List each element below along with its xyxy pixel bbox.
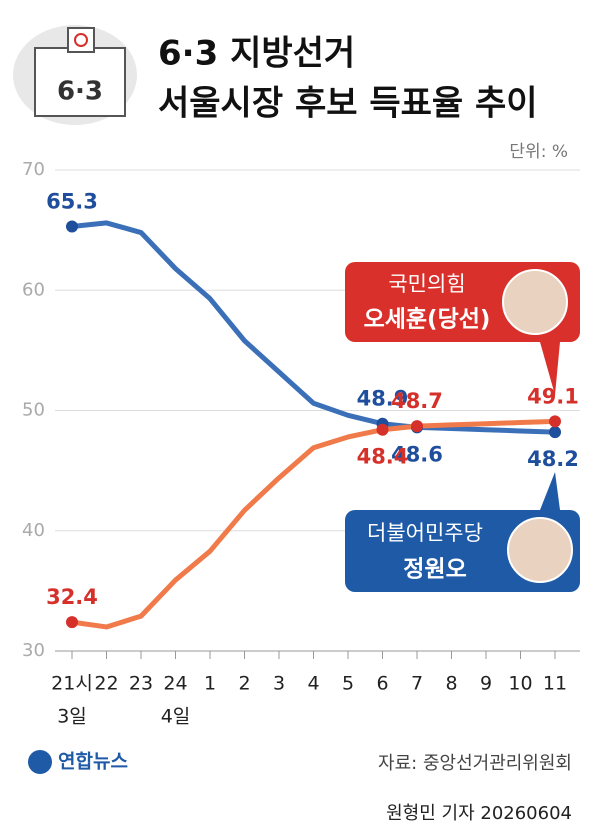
data-label: 48.2 <box>527 447 579 471</box>
x-tick-label: 11 <box>543 673 567 695</box>
logo-text: 연합뉴스 <box>58 751 128 773</box>
y-tick-label: 70 <box>22 159 45 180</box>
y-tick-label: 60 <box>22 279 45 300</box>
x-tick-label: 3 <box>273 673 285 695</box>
x-tick-label: 23 <box>129 673 153 695</box>
series-line <box>71 418 556 630</box>
x-tick-sublabel: 3일 <box>57 706 87 728</box>
x-tick-label: 21시 <box>51 673 93 695</box>
x-tick-label: 22 <box>94 673 118 695</box>
point <box>411 420 423 433</box>
x-tick-label: 10 <box>508 673 532 695</box>
data-label: 48.6 <box>391 442 443 466</box>
x-tick-label: 24 <box>163 673 187 695</box>
x-tick-label: 1 <box>204 673 216 695</box>
point <box>549 415 561 428</box>
data-label: 48.4 <box>357 445 409 469</box>
ballot-icon: 6·3 <box>13 25 137 125</box>
point <box>66 220 78 233</box>
callout-red: 국민의힘 오세훈(당선) <box>345 262 580 395</box>
x-tick-label: 6 <box>376 673 388 695</box>
x-tick-label: 8 <box>445 673 457 695</box>
x-tick-sublabel: 4일 <box>161 706 191 728</box>
icon-text: 6·3 <box>57 77 103 107</box>
party-label: 국민의힘 <box>388 272 465 296</box>
source: 자료: 중앙선거관리위원회 <box>378 753 572 774</box>
y-tick-label: 50 <box>22 400 45 421</box>
point <box>549 426 561 439</box>
point <box>376 423 389 436</box>
x-tick-label: 7 <box>411 673 423 695</box>
data-label: 65.3 <box>46 190 98 214</box>
x-tick-label: 4 <box>307 673 319 695</box>
series-line <box>71 220 556 435</box>
data-label: 32.4 <box>46 585 98 609</box>
logo: 연합뉴스 <box>28 750 128 774</box>
data-label: 48.7 <box>391 389 443 413</box>
data-label: 49.1 <box>527 384 579 408</box>
unit-label: 단위: % <box>509 142 568 162</box>
point <box>66 616 78 629</box>
candidate-label: 정원오 <box>403 557 466 583</box>
data-label: 48.9 <box>357 387 409 411</box>
credit: 원형민 기자 20260604 <box>386 803 572 824</box>
x-tick-label: 5 <box>342 673 354 695</box>
party-label: 더불어민주당 <box>367 521 483 545</box>
y-tick-label: 40 <box>22 520 45 541</box>
chart-title: 6·3 지방선거 <box>158 34 355 74</box>
y-tick-label: 30 <box>22 640 45 661</box>
callout-blue: 더불어민주당 정원오 <box>345 472 580 592</box>
x-tick-label: 9 <box>480 673 492 695</box>
candidate-label: 오세훈(당선) <box>364 307 491 333</box>
x-tick-label: 2 <box>238 673 250 695</box>
chart-title: 서울시장 후보 득표율 추이 <box>158 84 538 124</box>
